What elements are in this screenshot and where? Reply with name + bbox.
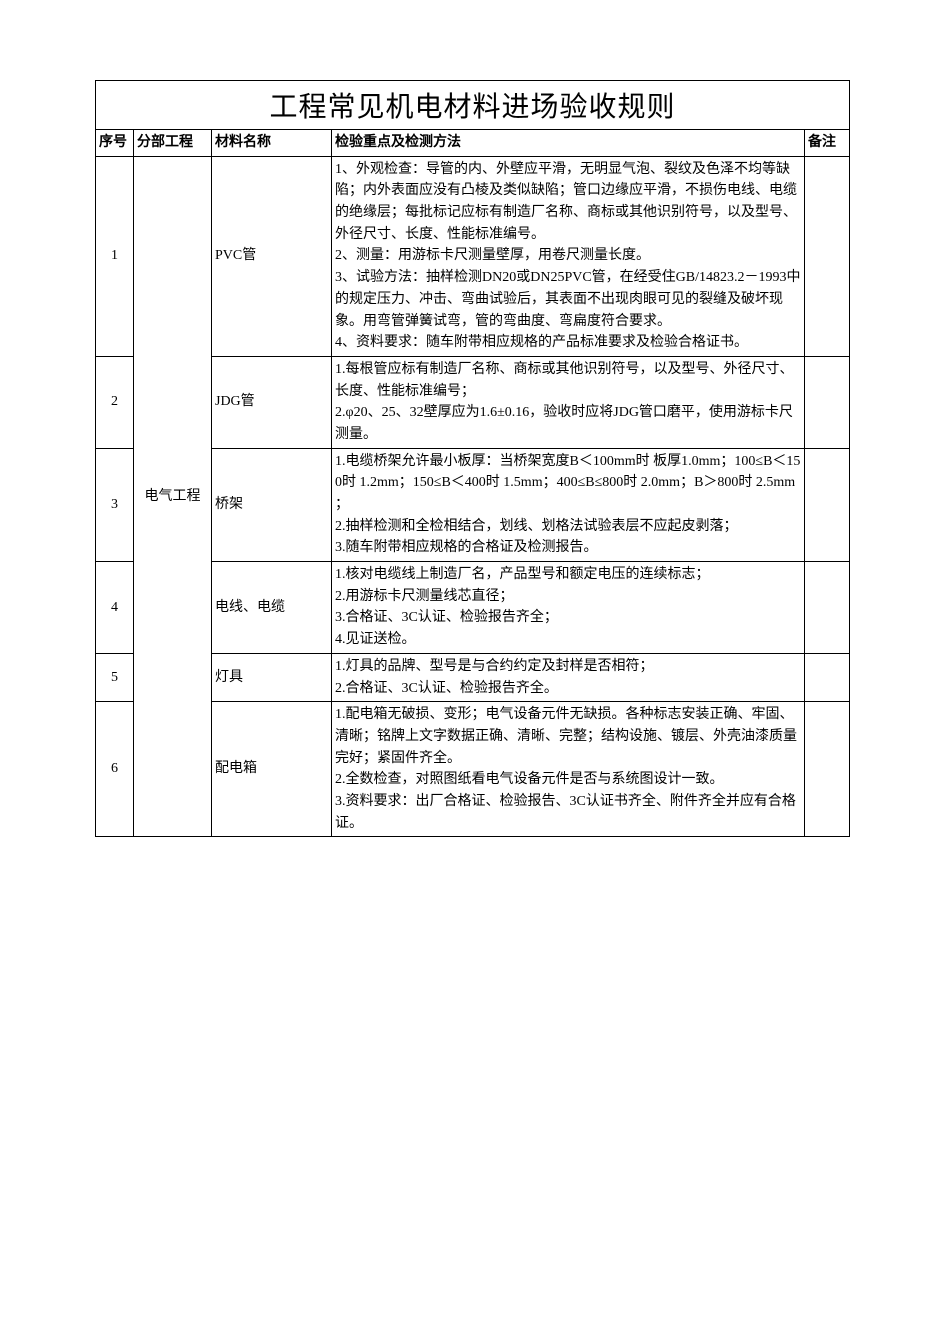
- page-title: 工程常见机电材料进场验收规则: [95, 80, 850, 129]
- cell-material: 灯具: [212, 653, 332, 701]
- cell-material: 配电箱: [212, 702, 332, 837]
- cell-material: JDG管: [212, 356, 332, 448]
- cell-desc: 1.配电箱无破损、变形；电气设备元件无缺损。各种标志安装正确、牢固、清晰；铭牌上…: [332, 702, 805, 837]
- col-header-note: 备注: [805, 130, 850, 157]
- cell-note: [805, 156, 850, 356]
- cell-note: [805, 702, 850, 837]
- cell-seq: 2: [96, 356, 134, 448]
- cell-seq: 6: [96, 702, 134, 837]
- table-header-row: 序号 分部工程 材料名称 检验重点及检测方法 备注: [96, 130, 850, 157]
- col-header-desc: 检验重点及检测方法: [332, 130, 805, 157]
- cell-material: 电线、电缆: [212, 562, 332, 654]
- cell-seq: 4: [96, 562, 134, 654]
- document-page: 工程常见机电材料进场验收规则 序号 分部工程 材料名称 检验重点及检测方法 备注…: [95, 80, 850, 837]
- cell-desc: 1.灯具的品牌、型号是与合约约定及封样是否相符； 2.合格证、3C认证、检验报告…: [332, 653, 805, 701]
- cell-division: 电气工程: [134, 156, 212, 837]
- col-header-material: 材料名称: [212, 130, 332, 157]
- cell-seq: 3: [96, 448, 134, 561]
- cell-note: [805, 562, 850, 654]
- table-row: 1电气工程PVC管1、外观检查：导管的内、外壁应平滑，无明显气泡、裂纹及色泽不均…: [96, 156, 850, 356]
- cell-desc: 1.每根管应标有制造厂名称、商标或其他识别符号，以及型号、外径尺寸、长度、性能标…: [332, 356, 805, 448]
- cell-note: [805, 356, 850, 448]
- cell-note: [805, 448, 850, 561]
- col-header-division: 分部工程: [134, 130, 212, 157]
- cell-seq: 5: [96, 653, 134, 701]
- cell-desc: 1.核对电缆线上制造厂名，产品型号和额定电压的连续标志； 2.用游标卡尺测量线芯…: [332, 562, 805, 654]
- table-body: 1电气工程PVC管1、外观检查：导管的内、外壁应平滑，无明显气泡、裂纹及色泽不均…: [96, 156, 850, 837]
- cell-material: 桥架: [212, 448, 332, 561]
- cell-seq: 1: [96, 156, 134, 356]
- cell-desc: 1、外观检查：导管的内、外壁应平滑，无明显气泡、裂纹及色泽不均等缺陷；内外表面应…: [332, 156, 805, 356]
- cell-desc: 1.电缆桥架允许最小板厚：当桥架宽度B＜100mm时 板厚1.0mm；100≤B…: [332, 448, 805, 561]
- cell-note: [805, 653, 850, 701]
- cell-material: PVC管: [212, 156, 332, 356]
- inspection-table: 序号 分部工程 材料名称 检验重点及检测方法 备注 1电气工程PVC管1、外观检…: [95, 129, 850, 837]
- col-header-seq: 序号: [96, 130, 134, 157]
